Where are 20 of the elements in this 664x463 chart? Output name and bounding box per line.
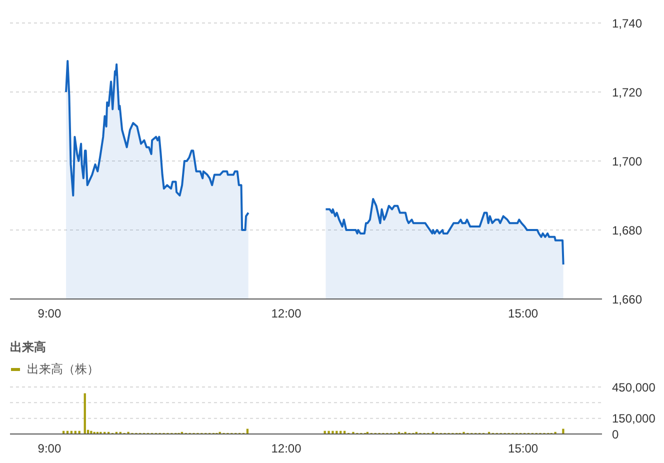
legend-label: 出来高（株） — [27, 360, 99, 378]
x-tick-label: 12:00 — [271, 442, 302, 456]
y-tick-label: 150,000 — [612, 412, 656, 426]
y-tick-label: 1,660 — [612, 292, 642, 306]
y-tick-label: 1,720 — [612, 85, 642, 100]
bar — [328, 430, 330, 434]
x-tick-label: 9:00 — [38, 306, 62, 321]
x-tick-label: 9:00 — [38, 442, 62, 456]
y-tick-label: 1,740 — [612, 16, 642, 30]
chart-title: 出来高 — [9, 339, 47, 356]
x-tick-label: 15:00 — [508, 442, 538, 456]
y-tick-label: 1,700 — [612, 154, 642, 168]
y-tick-label: 450,000 — [612, 380, 656, 394]
y-tick-label: 1,680 — [612, 223, 642, 238]
y-tick-label: 0 — [612, 427, 619, 442]
x-tick-label: 12:00 — [271, 306, 302, 321]
bar — [332, 430, 334, 434]
x-tick-label: 15:00 — [508, 306, 538, 321]
bar — [84, 393, 86, 434]
bar — [562, 428, 564, 434]
